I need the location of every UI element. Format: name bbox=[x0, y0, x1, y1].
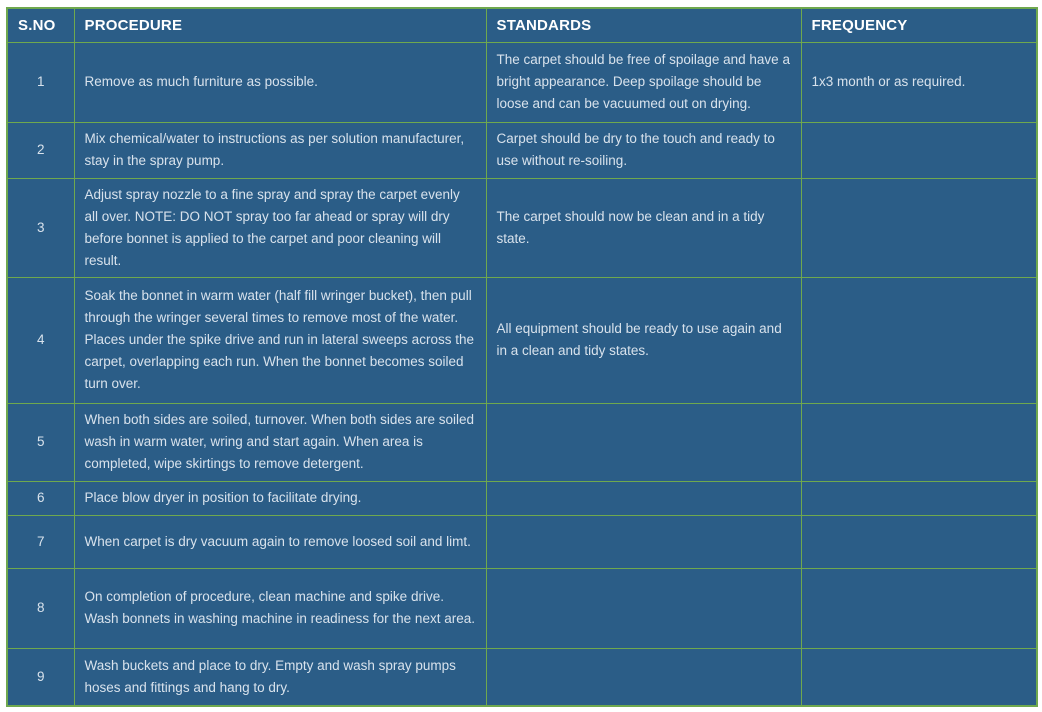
cell-standards: Carpet should be dry to the touch and re… bbox=[485, 121, 802, 179]
cell-standards bbox=[485, 567, 802, 649]
procedure-table: S.NO PROCEDURE STANDARDS FREQUENCY 1 Rem… bbox=[6, 7, 1038, 707]
cell-procedure: Adjust spray nozzle to a fine spray and … bbox=[73, 177, 487, 278]
cell-standards bbox=[485, 647, 802, 707]
table-row: 1 Remove as much furniture as possible. … bbox=[6, 41, 1038, 123]
cell-procedure: Wash buckets and place to dry. Empty and… bbox=[73, 647, 487, 707]
cell-sno: 3 bbox=[6, 177, 75, 278]
cell-sno: 8 bbox=[6, 567, 75, 649]
table-row: 7 When carpet is dry vacuum again to rem… bbox=[6, 514, 1038, 569]
column-header-procedure: PROCEDURE bbox=[73, 7, 487, 43]
cell-sno: 1 bbox=[6, 41, 75, 123]
cell-sno: 2 bbox=[6, 121, 75, 179]
cell-frequency bbox=[800, 514, 1038, 569]
table-row: 4 Soak the bonnet in warm water (half fi… bbox=[6, 276, 1038, 404]
cell-frequency bbox=[800, 402, 1038, 482]
cell-sno: 6 bbox=[6, 480, 75, 516]
cell-procedure: When carpet is dry vacuum again to remov… bbox=[73, 514, 487, 569]
cell-frequency bbox=[800, 276, 1038, 404]
cell-frequency bbox=[800, 480, 1038, 516]
header-row: S.NO PROCEDURE STANDARDS FREQUENCY bbox=[6, 7, 1038, 43]
cell-standards: The carpet should be free of spoilage an… bbox=[485, 41, 802, 123]
cell-standards bbox=[485, 402, 802, 482]
cell-frequency bbox=[800, 121, 1038, 179]
cell-procedure: Remove as much furniture as possible. bbox=[73, 41, 487, 123]
table-row: 8 On completion of procedure, clean mach… bbox=[6, 567, 1038, 649]
cell-sno: 9 bbox=[6, 647, 75, 707]
column-header-frequency: FREQUENCY bbox=[800, 7, 1038, 43]
cell-procedure: On completion of procedure, clean machin… bbox=[73, 567, 487, 649]
cell-procedure: When both sides are soiled, turnover. Wh… bbox=[73, 402, 487, 482]
cell-sno: 5 bbox=[6, 402, 75, 482]
cell-frequency bbox=[800, 567, 1038, 649]
cell-standards: All equipment should be ready to use aga… bbox=[485, 276, 802, 404]
table-row: 3 Adjust spray nozzle to a fine spray an… bbox=[6, 177, 1038, 278]
column-header-sno: S.NO bbox=[6, 7, 75, 43]
cell-standards bbox=[485, 480, 802, 516]
cell-frequency bbox=[800, 177, 1038, 278]
cell-frequency: 1x3 month or as required. bbox=[800, 41, 1038, 123]
cell-procedure: Mix chemical/water to instructions as pe… bbox=[73, 121, 487, 179]
cell-standards: The carpet should now be clean and in a … bbox=[485, 177, 802, 278]
cell-frequency bbox=[800, 647, 1038, 707]
cell-sno: 4 bbox=[6, 276, 75, 404]
table-row: 9 Wash buckets and place to dry. Empty a… bbox=[6, 647, 1038, 707]
cell-procedure: Soak the bonnet in warm water (half fill… bbox=[73, 276, 487, 404]
table-row: 2 Mix chemical/water to instructions as … bbox=[6, 121, 1038, 179]
table-row: 6 Place blow dryer in position to facili… bbox=[6, 480, 1038, 516]
cell-sno: 7 bbox=[6, 514, 75, 569]
table-row: 5 When both sides are soiled, turnover. … bbox=[6, 402, 1038, 482]
cell-procedure: Place blow dryer in position to facilita… bbox=[73, 480, 487, 516]
cell-standards bbox=[485, 514, 802, 569]
column-header-standards: STANDARDS bbox=[485, 7, 802, 43]
